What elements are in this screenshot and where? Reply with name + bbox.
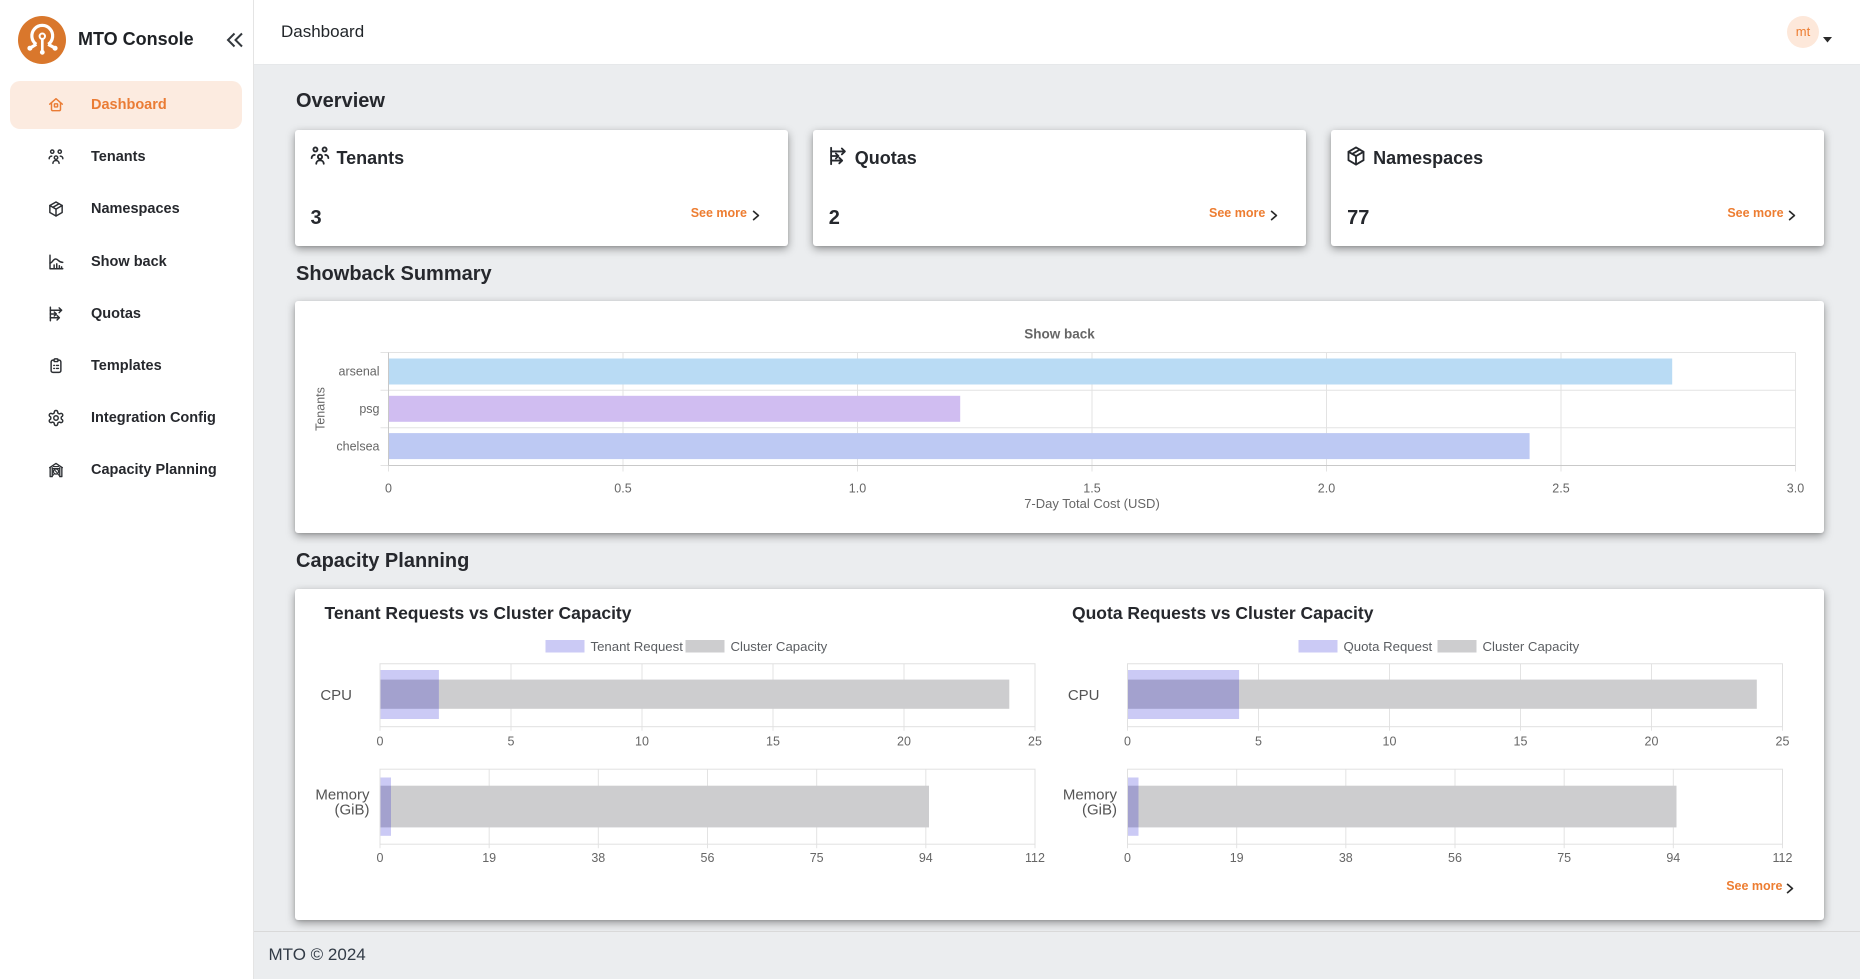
svg-text:2.0: 2.0 [1317,481,1334,495]
svg-text:112: 112 [1772,851,1792,865]
svg-text:CPU: CPU [1067,687,1099,704]
svg-text:5: 5 [1255,735,1262,749]
svg-text:Tenant Request: Tenant Request [590,639,683,654]
svg-text:CPU: CPU [320,687,352,704]
svg-text:chelsea: chelsea [336,439,379,453]
svg-text:75: 75 [1557,851,1571,865]
svg-text:112: 112 [1025,851,1045,865]
svg-text:0: 0 [376,735,383,749]
svg-text:arsenal: arsenal [338,364,379,378]
svg-text:10: 10 [1382,735,1396,749]
svg-text:3.0: 3.0 [1786,481,1803,495]
svg-text:Memory: Memory [1062,787,1117,804]
svg-text:Quota Requests vs Cluster Capa: Quota Requests vs Cluster Capacity [1072,603,1374,623]
svg-text:0: 0 [385,481,392,495]
svg-text:(GiB): (GiB) [334,802,369,819]
svg-text:10: 10 [635,735,649,749]
svg-text:psg: psg [359,402,379,416]
svg-text:19: 19 [1229,851,1243,865]
svg-text:56: 56 [700,851,714,865]
svg-text:15: 15 [1513,735,1527,749]
svg-text:7-Day Total Cost (USD): 7-Day Total Cost (USD) [1024,496,1160,511]
svg-text:0: 0 [376,851,383,865]
svg-text:38: 38 [591,851,605,865]
svg-text:0: 0 [1124,851,1131,865]
svg-text:Quota Request: Quota Request [1343,639,1432,654]
svg-text:25: 25 [1775,735,1789,749]
svg-text:2.5: 2.5 [1552,481,1569,495]
svg-text:Memory: Memory [315,787,370,804]
svg-text:94: 94 [1666,851,1680,865]
svg-text:Cluster Capacity: Cluster Capacity [1482,639,1579,654]
svg-text:5: 5 [507,735,514,749]
svg-text:19: 19 [482,851,496,865]
svg-text:Tenant Requests vs Cluster Cap: Tenant Requests vs Cluster Capacity [324,603,631,623]
svg-text:0: 0 [1124,735,1131,749]
svg-text:15: 15 [766,735,780,749]
svg-text:1.5: 1.5 [1083,481,1100,495]
svg-text:94: 94 [918,851,932,865]
svg-text:Show back: Show back [1024,326,1095,341]
svg-text:1.0: 1.0 [848,481,865,495]
svg-text:56: 56 [1448,851,1462,865]
svg-text:38: 38 [1338,851,1352,865]
svg-text:Cluster Capacity: Cluster Capacity [730,639,827,654]
svg-text:20: 20 [897,735,911,749]
svg-text:25: 25 [1028,735,1042,749]
svg-text:(GiB): (GiB) [1082,802,1117,819]
svg-text:75: 75 [809,851,823,865]
svg-text:Tenants: Tenants [313,387,327,431]
svg-text:0.5: 0.5 [614,481,631,495]
svg-text:20: 20 [1644,735,1658,749]
